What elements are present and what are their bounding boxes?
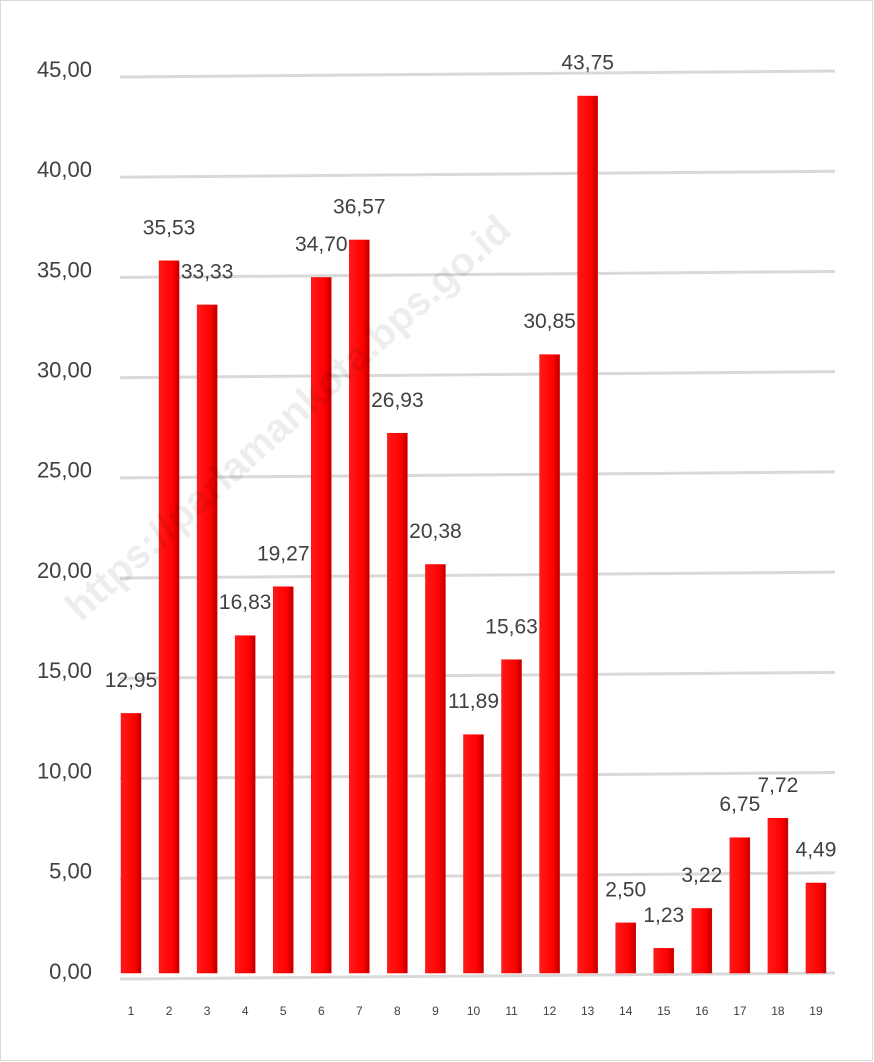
y-tick-label: 15,00: [37, 658, 92, 683]
bar: [577, 95, 598, 974]
y-tick-label: 5,00: [49, 859, 92, 884]
y-tick-label: 20,00: [37, 558, 92, 583]
x-tick-label: 10: [467, 1004, 481, 1018]
bar: [120, 713, 142, 974]
data-label: 3,22: [681, 864, 722, 887]
data-label: 26,93: [371, 389, 424, 412]
y-tick-label: 0,00: [49, 959, 92, 984]
bars: [120, 95, 827, 974]
bar: [158, 260, 180, 974]
data-label: 34,70: [295, 233, 348, 256]
x-tick-label: 7: [356, 1004, 363, 1018]
x-tick-label: 15: [657, 1004, 671, 1018]
bar: [501, 659, 522, 974]
data-label: 16,83: [219, 591, 272, 614]
bar: [234, 635, 256, 974]
data-label: 30,85: [523, 310, 576, 333]
y-tick-label: 40,00: [37, 157, 92, 182]
y-tick-label: 25,00: [37, 458, 92, 483]
bar: [653, 948, 675, 974]
grid-line: [119, 69, 836, 79]
x-tick-label: 4: [242, 1004, 249, 1018]
x-tick-label: 12: [543, 1004, 557, 1018]
x-tick-label: 14: [619, 1004, 633, 1018]
data-label: 12,95: [105, 669, 158, 692]
bar: [539, 354, 560, 974]
bar: [387, 432, 408, 974]
data-label: 15,63: [485, 615, 538, 638]
y-tick-label: 10,00: [37, 758, 92, 783]
data-label: 20,38: [409, 520, 462, 543]
x-tick-label: 16: [695, 1004, 709, 1018]
x-tick-label: 6: [318, 1004, 325, 1018]
bar: [349, 239, 370, 974]
x-tick-label: 1: [128, 1004, 135, 1018]
y-tick-label: 35,00: [37, 257, 92, 282]
data-label: 2,50: [605, 878, 646, 901]
data-label: 19,27: [257, 542, 310, 565]
x-tick-label: 18: [771, 1004, 785, 1018]
x-tick-label: 3: [204, 1004, 211, 1018]
bar: [196, 304, 218, 974]
bar: [615, 922, 636, 974]
grid-line: [119, 269, 836, 279]
grid-line: [119, 470, 836, 480]
bar: [463, 734, 484, 974]
bar: [691, 908, 713, 974]
data-label: 7,72: [757, 774, 798, 797]
grid-line: [119, 169, 836, 179]
x-tick-label: 5: [280, 1004, 287, 1018]
bar: [311, 277, 332, 974]
data-label: 35,53: [143, 216, 196, 239]
data-label: 4,49: [796, 839, 837, 862]
bar: [425, 564, 446, 974]
bar: [729, 837, 751, 974]
data-label: 11,89: [448, 690, 499, 713]
x-tick-label: 17: [733, 1004, 747, 1018]
data-label: 36,57: [333, 196, 386, 219]
data-label: 43,75: [561, 52, 614, 75]
x-tick-label: 19: [809, 1004, 823, 1018]
x-tick-label: 8: [394, 1004, 401, 1018]
data-label: 6,75: [719, 793, 760, 816]
bar: [272, 586, 294, 974]
x-tick-label: 13: [581, 1004, 595, 1018]
grid-line: [119, 971, 836, 981]
y-tick-label: 45,00: [37, 57, 92, 82]
grid-line: [119, 370, 836, 380]
data-label: 1,23: [643, 904, 684, 927]
bar: [805, 882, 827, 974]
bar: [767, 818, 789, 974]
x-tick-label: 11: [505, 1004, 518, 1018]
y-tick-label: 30,00: [37, 357, 92, 382]
x-tick-label: 9: [432, 1004, 439, 1018]
grid-line: [119, 570, 836, 580]
data-label: 33,33: [181, 260, 234, 283]
x-tick-label: 2: [166, 1004, 173, 1018]
